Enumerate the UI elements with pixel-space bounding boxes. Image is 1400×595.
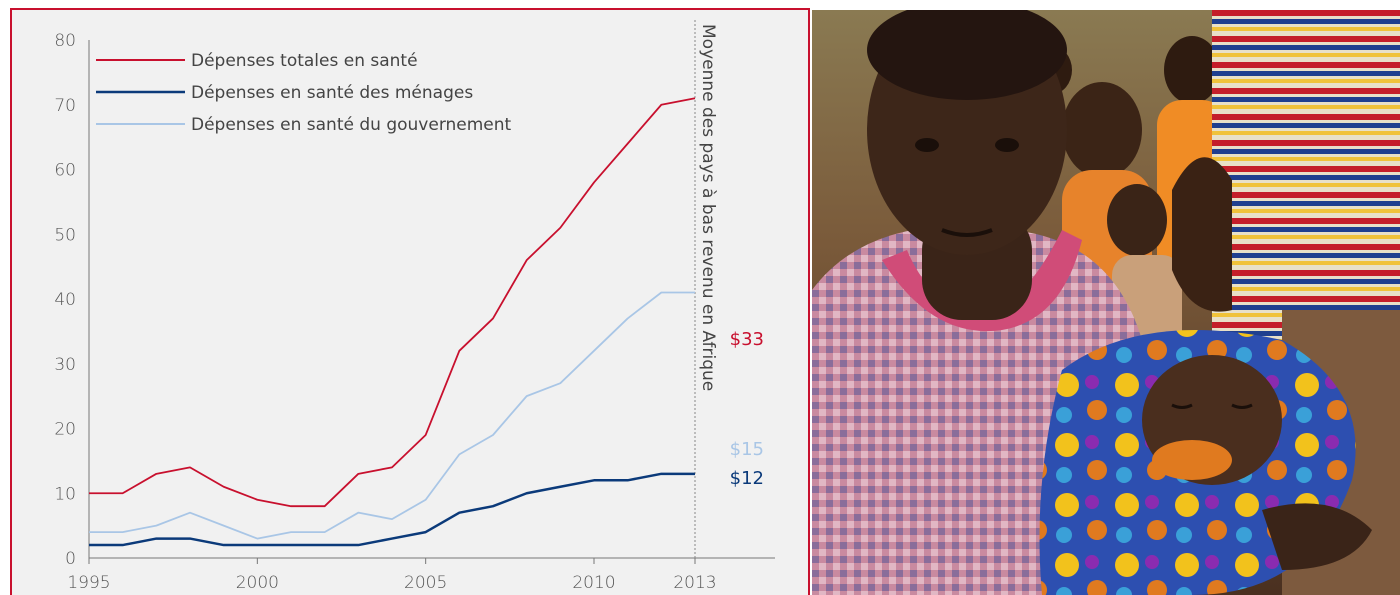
woman-holding-baby-icon <box>812 10 1400 595</box>
legend-label-menages: Dépenses en santé des ménages <box>191 83 473 103</box>
annotations: Moyenne des pays à bas revenu en Afrique… <box>698 24 764 489</box>
legend-label-total: Dépenses totales en santé <box>191 51 418 71</box>
series-line-menages <box>89 472 695 547</box>
series-line-gouvernement <box>89 291 695 540</box>
reference-value-total: $33 <box>730 329 764 350</box>
legend: Dépenses totales en santé Dépenses en san… <box>96 51 512 135</box>
series-line-total <box>89 97 696 508</box>
y-tick-label: 60 <box>54 161 76 181</box>
y-tick-label: 10 <box>54 484 76 504</box>
side-annotation: Moyenne des pays à bas revenu en Afrique <box>698 24 718 391</box>
y-tick-label: 50 <box>54 225 76 245</box>
y-tick-label: 80 <box>54 31 76 51</box>
x-tick-label: 1995 <box>67 573 110 593</box>
reference-value-gouvernement: $15 <box>730 439 764 460</box>
series-lines <box>89 97 696 547</box>
x-tick-label: 2000 <box>236 573 279 593</box>
y-tick-label: 40 <box>54 290 76 310</box>
y-tick-label: 0 <box>65 549 76 569</box>
y-tick-label: 30 <box>54 355 76 375</box>
axes: 0 10 20 30 40 50 60 70 80 1995 2000 2005 2010 2013 <box>54 20 775 593</box>
reference-value-menages: $12 <box>730 468 764 489</box>
photo-woman-holding-baby <box>812 10 1400 595</box>
chart-frame <box>10 8 810 595</box>
y-tick-label: 20 <box>54 420 76 440</box>
y-tick-label: 70 <box>54 96 76 116</box>
x-tick-label: 2005 <box>404 573 447 593</box>
x-tick-label: 2010 <box>572 573 615 593</box>
x-tick-label: 2013 <box>673 573 716 593</box>
legend-label-gouvernement: Dépenses en santé du gouvernement <box>191 115 512 135</box>
chart-panel: 0 10 20 30 40 50 60 70 80 1995 2000 2005 2010 2013 Dé… <box>10 8 810 595</box>
health-spending-chart: 0 10 20 30 40 50 60 70 80 1995 2000 2005 2010 2013 Dé… <box>54 20 775 593</box>
